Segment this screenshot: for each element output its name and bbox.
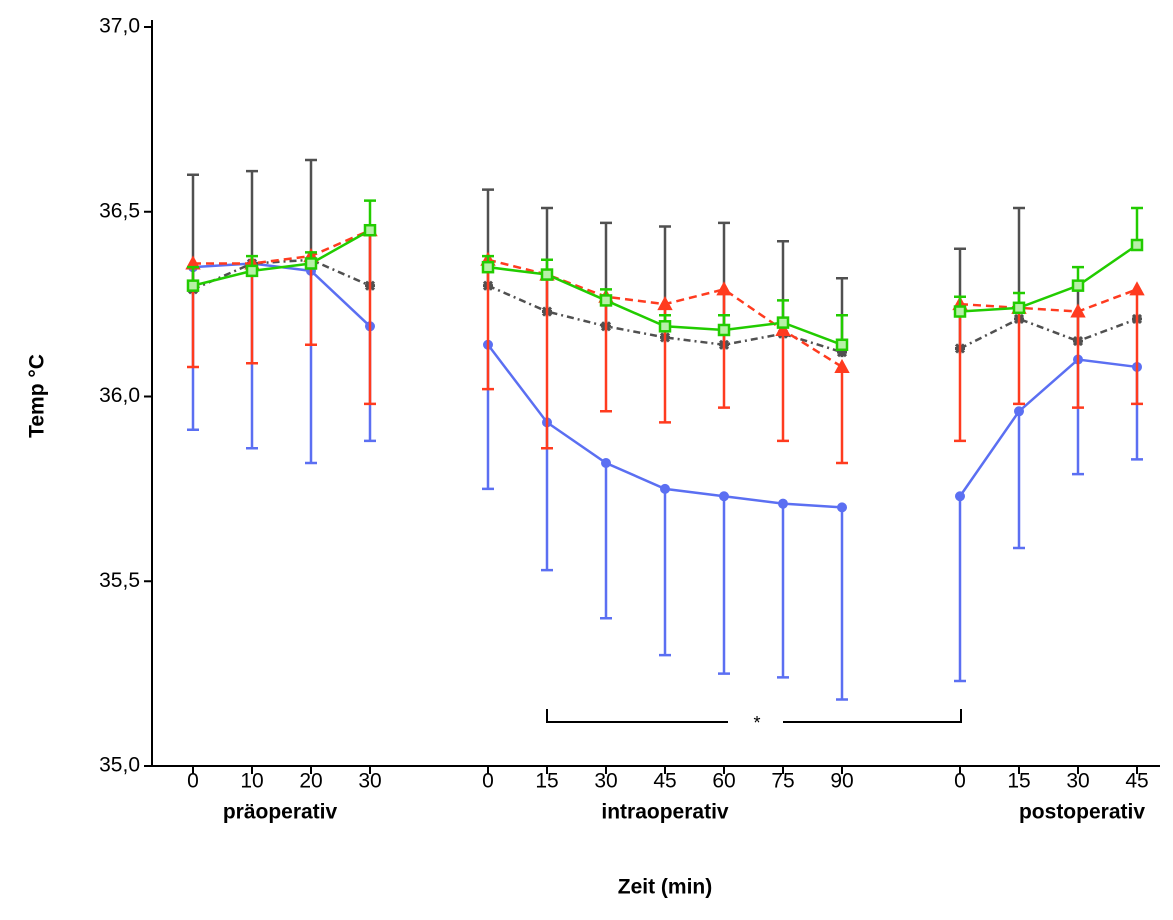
x-tick-label: 45	[1125, 770, 1148, 793]
series	[186, 199, 1144, 352]
error-bar	[836, 366, 848, 465]
x-tick-label: 75	[771, 770, 794, 793]
series-line	[192, 258, 1138, 354]
x-tick-label: 0	[482, 770, 494, 793]
marker	[658, 320, 672, 333]
marker	[836, 347, 848, 358]
marker	[1130, 238, 1144, 252]
error-bar	[1072, 311, 1084, 409]
error-bar	[1013, 411, 1025, 550]
x-tick-label: 30	[1066, 770, 1089, 793]
marker	[481, 260, 495, 274]
error-bar	[777, 329, 789, 443]
marker	[186, 279, 200, 292]
error-bar	[777, 503, 789, 679]
error-bar	[659, 488, 671, 657]
marker	[834, 358, 850, 373]
marker	[304, 257, 318, 270]
y-axis-label: Temp °C	[26, 354, 49, 438]
marker	[837, 502, 847, 513]
error-bar	[1013, 307, 1025, 406]
marker	[540, 268, 554, 281]
marker	[1129, 281, 1145, 296]
error-bar	[305, 158, 317, 260]
group-label: präoperativ	[223, 801, 338, 824]
marker	[1070, 303, 1086, 318]
x-tick-label: 10	[240, 770, 263, 793]
y-tick-label: 35,0	[99, 754, 140, 777]
annotation: *	[753, 713, 760, 733]
error-bar	[246, 169, 258, 264]
marker	[717, 323, 731, 337]
x-tick-label: 15	[1007, 770, 1030, 793]
marker	[363, 223, 377, 237]
marker	[660, 483, 670, 494]
marker	[778, 498, 788, 509]
error-bar	[718, 289, 730, 409]
y-tick-label: 36,5	[99, 199, 140, 222]
marker	[1071, 279, 1085, 292]
y-tick-label: 35,5	[99, 569, 140, 592]
y-tick-label: 36,0	[99, 384, 140, 407]
marker	[775, 321, 791, 336]
error-bar	[482, 259, 494, 391]
x-axis-label: Zeit (min)	[618, 876, 713, 899]
group-label: postoperativ	[1019, 801, 1145, 824]
group-label: intraoperativ	[601, 801, 729, 824]
x-tick-label: 15	[535, 770, 558, 793]
significance-bracket	[546, 709, 962, 723]
error-bar	[541, 274, 553, 450]
marker	[955, 491, 965, 502]
marker	[719, 491, 729, 502]
error-bar	[954, 304, 966, 443]
marker	[245, 264, 259, 278]
marker	[1014, 406, 1024, 417]
error-bar	[600, 463, 612, 620]
marker	[776, 316, 790, 329]
x-tick-label: 60	[712, 770, 735, 793]
error-bar	[1131, 289, 1143, 406]
x-tick-label: 30	[358, 770, 381, 793]
marker	[716, 281, 732, 296]
error-bar	[718, 496, 730, 675]
marker	[1012, 301, 1026, 315]
error-bar	[246, 263, 258, 365]
x-tick-label: 90	[830, 770, 853, 793]
error-bar	[836, 507, 848, 701]
error-bar	[600, 296, 612, 413]
marker	[953, 305, 967, 318]
x-tick-label: 0	[954, 770, 966, 793]
x-tick-label: 20	[299, 770, 322, 793]
error-bar	[954, 496, 966, 683]
error-bar	[364, 230, 376, 406]
marker	[601, 458, 611, 469]
y-tick-label: 37,0	[99, 15, 140, 38]
series	[185, 222, 1145, 465]
x-tick-label: 45	[653, 770, 676, 793]
error-bar	[305, 256, 317, 347]
x-tick-label: 30	[594, 770, 617, 793]
marker	[835, 338, 849, 352]
x-tick-label: 0	[187, 770, 199, 793]
marker	[657, 296, 673, 311]
marker	[599, 294, 613, 307]
